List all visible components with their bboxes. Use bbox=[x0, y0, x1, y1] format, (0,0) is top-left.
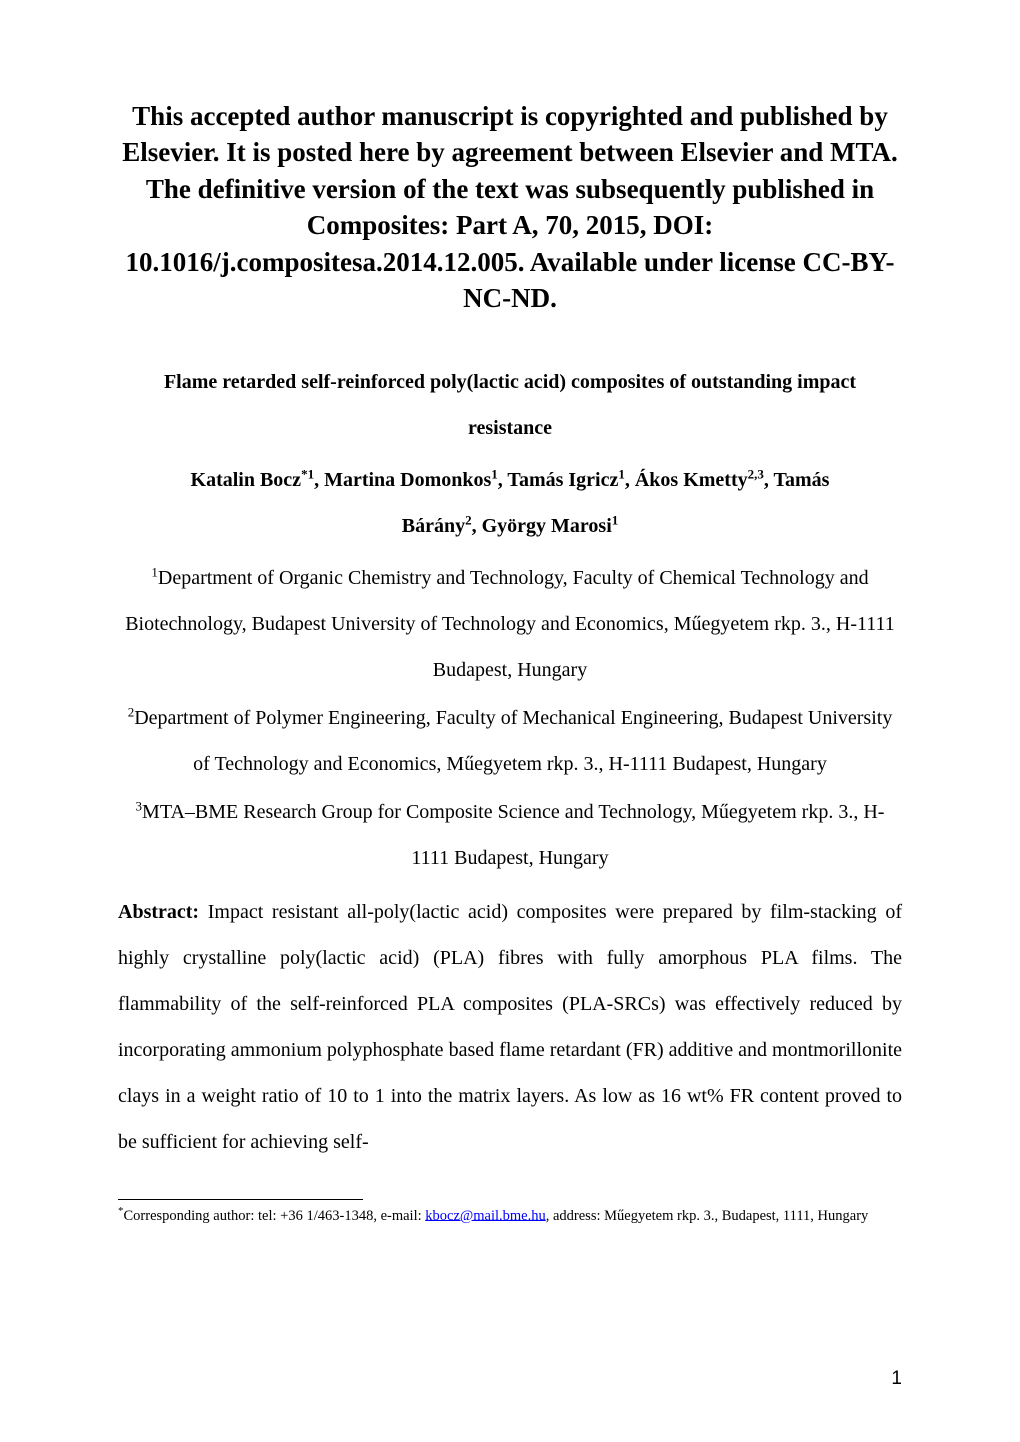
abstract-label: Abstract: bbox=[118, 901, 199, 923]
author-list: Katalin Bocz*1, Martina Domonkos 1 , Tamás… bbox=[118, 457, 902, 549]
author-2: , Martina Domonkos bbox=[314, 469, 491, 491]
affiliation-3: 3MTA–BME Research Group for Composite Sc… bbox=[118, 789, 902, 881]
article-title: Flame retarded self-reinforced poly(lact… bbox=[118, 359, 902, 451]
title-line2: resistance bbox=[468, 417, 552, 439]
footnote-email-link[interactable]: kbocz@mail.bme.hu bbox=[425, 1207, 545, 1223]
author-5: , Tamás bbox=[764, 469, 830, 491]
author-6: Bárány bbox=[402, 515, 465, 537]
author-1: Katalin Bocz bbox=[191, 469, 302, 491]
author-4-sup: 2,3 bbox=[748, 466, 764, 481]
abstract: Abstract: Impact resistant all-poly(lact… bbox=[118, 889, 902, 1165]
author-7: , György Marosi bbox=[472, 515, 612, 537]
title-line1: Flame retarded self-reinforced poly(lact… bbox=[164, 371, 856, 393]
footnote-pre: Corresponding author: tel: +36 1/463-134… bbox=[124, 1207, 426, 1223]
author-4: , Ákos Kmetty bbox=[625, 469, 748, 491]
affil-3-text: MTA–BME Research Group for Composite Sci… bbox=[142, 801, 884, 869]
corresponding-footnote: *Corresponding author: tel: +36 1/463-13… bbox=[118, 1204, 902, 1226]
author-7-sup: 1 bbox=[612, 512, 619, 527]
affiliation-2: 2Department of Polymer Engineering, Facu… bbox=[118, 695, 902, 787]
author-1-sup: *1 bbox=[301, 466, 314, 481]
affil-1-text: Department of Organic Chemistry and Tech… bbox=[125, 567, 895, 681]
copyright-notice: This accepted author manuscript is copyr… bbox=[118, 98, 902, 317]
page-number: 1 bbox=[891, 1368, 902, 1390]
affil-2-text: Department of Polymer Engineering, Facul… bbox=[134, 707, 892, 775]
author-3: , Tamás Igricz bbox=[498, 469, 619, 491]
abstract-body: Impact resistant all-poly(lactic acid) c… bbox=[118, 901, 902, 1153]
affiliation-1: 1Department of Organic Chemistry and Tec… bbox=[118, 555, 902, 693]
footnote-post: , address: Műegyetem rkp. 3., Budapest, … bbox=[546, 1207, 869, 1223]
footnote-separator bbox=[118, 1199, 363, 1200]
